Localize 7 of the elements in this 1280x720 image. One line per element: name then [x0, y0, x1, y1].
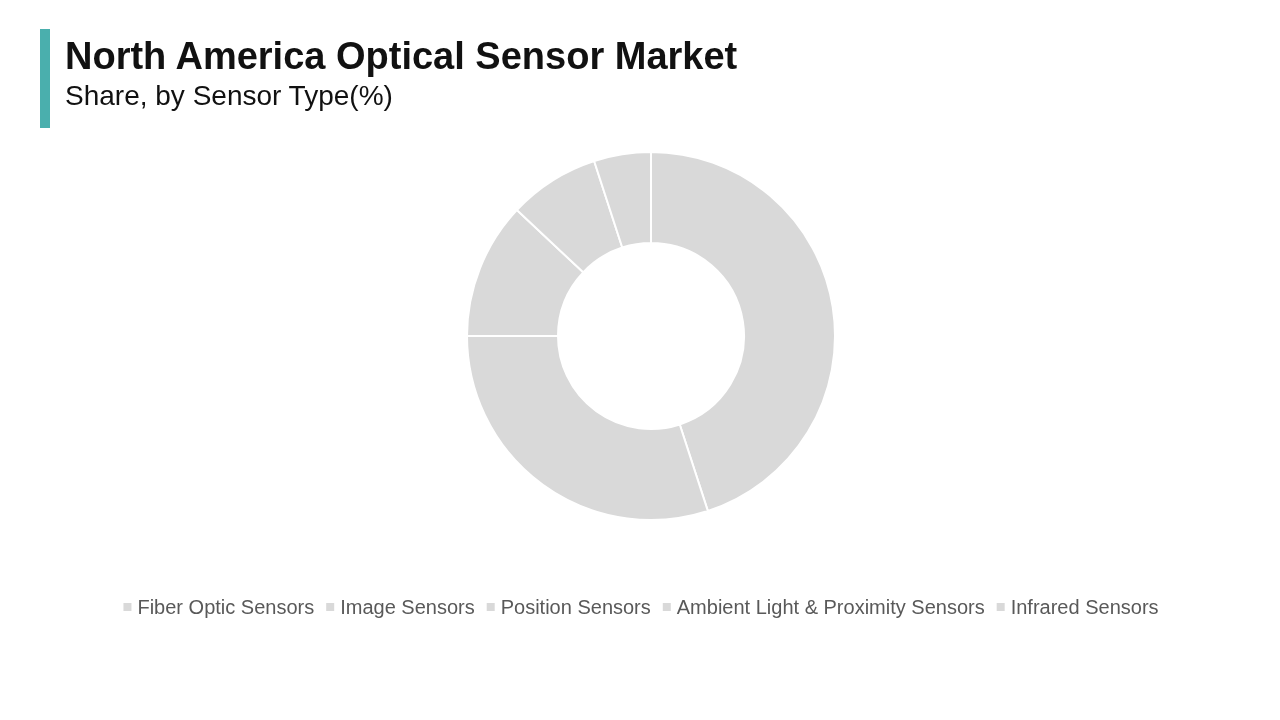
chart-title: North America Optical Sensor Market — [65, 35, 738, 77]
chart-subtitle: Share, by Sensor Type(%) — [65, 79, 393, 111]
legend-label: Fiber Optic Sensors — [137, 596, 315, 618]
legend-label: Ambient Light & Proximity Sensors — [676, 596, 985, 618]
legend-label: Infrared Sensors — [1010, 596, 1159, 618]
legend-label: Image Sensors — [340, 596, 475, 618]
legend-label: Position Sensors — [500, 596, 651, 618]
